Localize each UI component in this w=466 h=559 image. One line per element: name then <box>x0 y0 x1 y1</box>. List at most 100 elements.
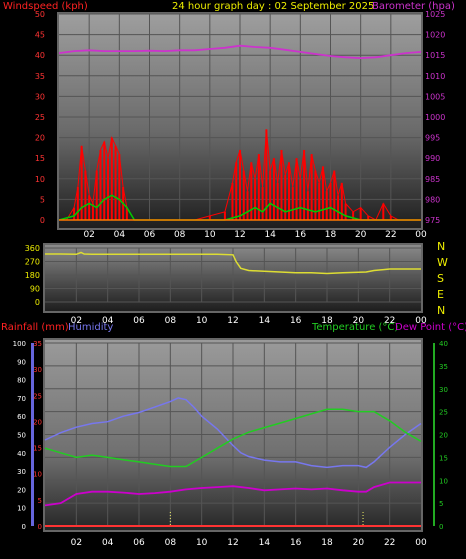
windspeed-line <box>59 129 421 221</box>
temperature-tick-label: 35 <box>439 363 448 371</box>
direction-x-tick-label: 10 <box>196 316 208 326</box>
barometer-tick-label: 1020 <box>425 31 445 40</box>
windspeed-tick-label: 30 <box>35 92 45 101</box>
windspeed-tick-label: 5 <box>40 195 45 204</box>
temperature-axis-bar <box>433 343 435 526</box>
windspeed-tick-label: 45 <box>35 31 45 40</box>
barometer-tick-label: 1025 <box>425 10 445 19</box>
compass-label-s: S <box>437 272 444 285</box>
temp-x-tick-label: 20 <box>353 538 365 548</box>
wind-direction-line <box>45 251 421 275</box>
barometer-tick-label: 1000 <box>425 113 445 122</box>
humidity-tick-label: 80 <box>17 377 26 385</box>
windspeed-tick-label: 25 <box>35 113 45 122</box>
direction-x-tick-label: 14 <box>259 316 271 326</box>
temperature-tick-label: 15 <box>439 454 448 462</box>
wind-x-tick-label: 02 <box>83 230 94 240</box>
direction-x-tick-label: 08 <box>165 316 177 326</box>
wind-x-tick-label: 18 <box>325 230 337 240</box>
humidity-axis-bar <box>31 343 34 526</box>
temperature-tick-label: 0 <box>439 523 443 531</box>
wind-x-tick-label: 06 <box>144 230 156 240</box>
wind-x-tick-label: 20 <box>355 230 367 240</box>
temp-x-tick-label: 22 <box>384 538 395 548</box>
humidity-tick-label: 50 <box>17 432 26 440</box>
temperature-tick-label: 5 <box>439 500 443 508</box>
temp-x-tick-label: 10 <box>196 538 208 548</box>
compass-label-n-bottom: N <box>437 304 445 317</box>
barometer-line <box>58 44 422 60</box>
temp-x-tick-label: 04 <box>102 538 114 548</box>
temperature-tick-label: 25 <box>439 409 448 417</box>
wind-x-tick-label: 16 <box>295 230 307 240</box>
direction-tick-label: 180 <box>25 271 40 280</box>
temp-x-tick-label: 14 <box>259 538 271 548</box>
direction-x-tick-label: 22 <box>384 316 395 326</box>
humidity-tick-label: 20 <box>17 486 26 494</box>
rainfall-tick-label: 30 <box>33 366 42 374</box>
compass-label-e: E <box>437 288 444 301</box>
compass-labels: N W S E N <box>437 240 448 317</box>
direction-tick-label: 90 <box>30 285 40 294</box>
wind-x-tick-label: 12 <box>234 230 245 240</box>
wind-x-tick-label: 04 <box>114 230 126 240</box>
windspeed-tick-label: 10 <box>35 175 45 184</box>
barometer-tick-label: 975 <box>425 216 440 225</box>
direction-x-tick-label: 00 <box>415 316 427 326</box>
humidity-tick-label: 70 <box>17 395 26 403</box>
direction-x-tick-label: 20 <box>353 316 365 326</box>
humidity-tick-label: 100 <box>13 340 26 348</box>
barometer-tick-label: 990 <box>425 154 440 163</box>
windspeed-tick-label: 20 <box>35 134 45 143</box>
direction-tick-label: 270 <box>25 258 40 267</box>
rainfall-tick-label: 0 <box>38 523 42 531</box>
windspeed-tick-label: 40 <box>35 51 45 60</box>
temp-x-tick-label: 02 <box>71 538 82 548</box>
wind-x-tick-label: 10 <box>204 230 216 240</box>
temp-x-tick-label: 08 <box>165 538 177 548</box>
dewpoint-axis-title: Dew Point (°C) <box>395 322 466 333</box>
wind-x-tick-label: 14 <box>264 230 276 240</box>
humidity-tick-label: 60 <box>17 413 26 421</box>
wind-x-tick-label: 00 <box>415 230 427 240</box>
rainfall-axis-title: Rainfall (mm) <box>1 322 69 333</box>
compass-label-n-top: N <box>437 240 445 253</box>
humidity-tick-label: 30 <box>17 468 26 476</box>
humidity-tick-label: 90 <box>17 358 26 366</box>
temperature-line <box>44 408 422 468</box>
compass-label-w: W <box>437 256 448 269</box>
windspeed-tick-label: 0 <box>40 216 45 225</box>
windspeed-tick-label: 50 <box>35 10 45 19</box>
temp-x-tick-label: 06 <box>133 538 145 548</box>
direction-tick-label: 360 <box>25 244 40 253</box>
temperature-tick-label: 30 <box>439 386 448 394</box>
direction-x-tick-label: 12 <box>227 316 238 326</box>
barometer-tick-label: 995 <box>425 134 440 143</box>
graph-title: 24 hour graph day : 02 September 2025 <box>172 1 374 12</box>
wind-x-tick-label: 08 <box>174 230 186 240</box>
barometer-tick-label: 1015 <box>425 51 445 60</box>
direction-x-tick-label: 06 <box>133 316 145 326</box>
direction-x-tick-label: 16 <box>290 316 302 326</box>
windspeed-tick-label: 35 <box>35 72 45 81</box>
direction-x-tick-label: 04 <box>102 316 114 326</box>
humidity-tick-label: 10 <box>17 505 26 513</box>
temp-x-tick-label: 16 <box>290 538 302 548</box>
temperature-tick-label: 40 <box>439 340 448 348</box>
temperature-tick-label: 20 <box>439 432 448 440</box>
rainfall-tick-label: 15 <box>33 445 42 453</box>
humidity-axis-title: Humidity <box>68 322 113 333</box>
wind-x-tick-label: 22 <box>385 230 396 240</box>
temp-x-tick-label: 18 <box>321 538 333 548</box>
windspeed-tick-label: 15 <box>35 154 45 163</box>
rainfall-tick-label: 35 <box>33 340 42 348</box>
humidity-tick-label: 40 <box>17 450 26 458</box>
rainfall-tick-label: 5 <box>38 497 42 505</box>
rainfall-tick-label: 20 <box>33 418 42 426</box>
humidity-line <box>44 397 422 469</box>
rainfall-tick-label: 25 <box>33 392 42 400</box>
rainfall-tick-label: 10 <box>33 471 42 479</box>
direction-x-tick-label: 02 <box>71 316 82 326</box>
